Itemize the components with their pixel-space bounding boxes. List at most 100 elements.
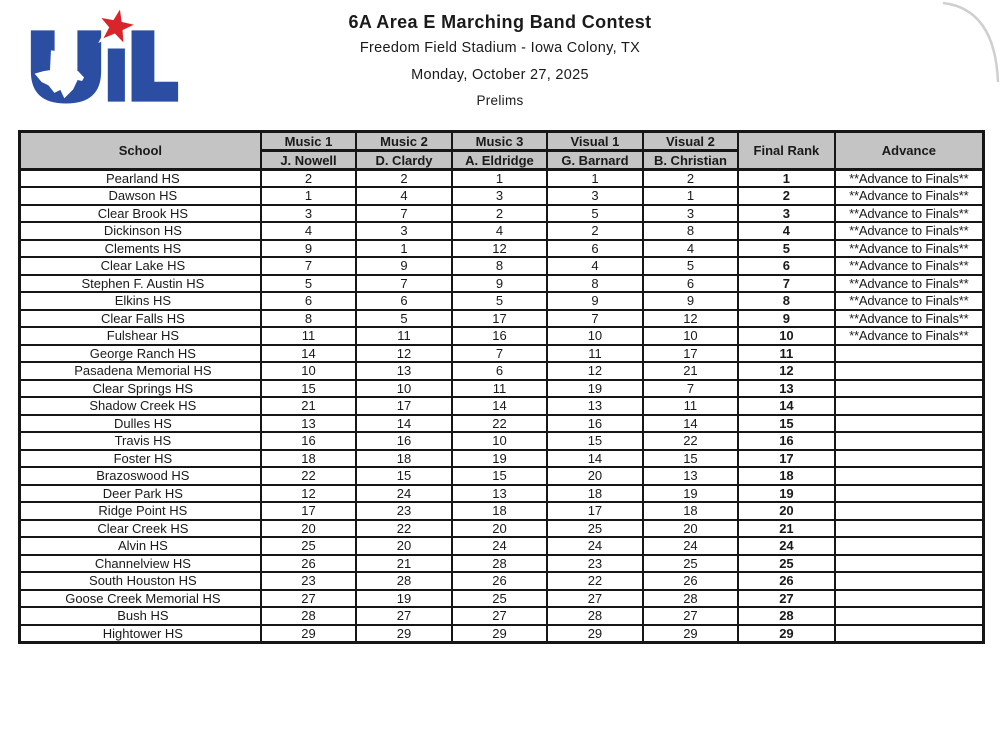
school-name-cell: Channelview HS: [18, 553, 262, 573]
school-name-cell: Travis HS: [18, 431, 262, 451]
score-cell-4: 24: [546, 536, 644, 556]
final-rank-cell: 29: [737, 623, 836, 643]
judge-name-music1: J. Nowell: [259, 149, 358, 171]
advance-cell: [833, 448, 985, 468]
final-rank-cell: 25: [737, 553, 836, 573]
score-cell-4: 29: [546, 623, 644, 643]
final-rank-cell: 8: [737, 291, 836, 311]
score-cell-3: 24: [450, 536, 549, 556]
score-cell-5: 4: [641, 238, 740, 258]
score-cell-3: 2: [450, 203, 549, 223]
score-cell-2: 23: [355, 501, 453, 521]
final-rank-cell: 18: [737, 466, 836, 486]
score-cell-5: 26: [641, 571, 740, 591]
score-cell-1: 5: [259, 273, 358, 293]
final-rank-cell: 19: [737, 483, 836, 503]
score-cell-3: 7: [450, 343, 549, 363]
score-cell-2: 13: [355, 361, 453, 381]
score-cell-3: 17: [450, 308, 549, 328]
school-name-cell: Elkins HS: [18, 291, 262, 311]
advance-cell: **Advance to Finals**: [833, 256, 985, 276]
score-cell-5: 18: [641, 501, 740, 521]
table-row: Travis HS 16 16 10 15 22 16: [18, 431, 985, 451]
final-rank-cell: 27: [737, 588, 836, 608]
table-row: Alvin HS 25 20 24 24 24 24: [18, 536, 985, 556]
score-cell-2: 11: [355, 326, 453, 346]
judge-name-visual2: B. Christian: [641, 149, 740, 171]
score-cell-2: 19: [355, 588, 453, 608]
score-cell-5: 10: [641, 326, 740, 346]
score-cell-3: 16: [450, 326, 549, 346]
table-row: Stephen F. Austin HS 5 7 9 8 6 7 **Advance to F…: [18, 273, 985, 293]
school-name-cell: Clements HS: [18, 238, 262, 258]
school-name-cell: Pasadena Memorial HS: [18, 361, 262, 381]
venue-line: Freedom Field Stadium - Iowa Colony, TX: [359, 40, 641, 56]
score-cell-1: 16: [259, 431, 358, 451]
judge-name-music3: A. Eldridge: [450, 149, 549, 171]
score-cell-3: 15: [450, 466, 549, 486]
score-cell-1: 22: [259, 466, 358, 486]
final-rank-cell: 5: [737, 238, 836, 258]
score-cell-3: 9: [450, 273, 549, 293]
advance-cell: [833, 413, 985, 433]
table-row: Deer Park HS 12 24 13 18 19 19: [18, 483, 985, 503]
score-cell-2: 24: [355, 483, 453, 503]
score-cell-4: 12: [546, 361, 644, 381]
score-cell-5: 25: [641, 553, 740, 573]
score-cell-5: 12: [641, 308, 740, 328]
school-name-cell: Clear Brook HS: [18, 203, 262, 223]
score-cell-2: 9: [355, 256, 453, 276]
school-name-cell: Hightower HS: [18, 623, 262, 643]
score-cell-5: 15: [641, 448, 740, 468]
score-cell-1: 2: [259, 168, 358, 188]
score-cell-1: 1: [259, 186, 358, 206]
final-rank-cell: 12: [737, 361, 836, 381]
score-cell-4: 11: [546, 343, 644, 363]
table-row: South Houston HS 23 28 26 22 26 26: [18, 571, 985, 591]
score-cell-4: 16: [546, 413, 644, 433]
table-row: George Ranch HS 14 12 7 11 17 11: [18, 343, 985, 363]
school-name-cell: Stephen F. Austin HS: [18, 273, 262, 293]
column-header-music3: Music 3: [450, 130, 549, 152]
score-cell-1: 17: [259, 501, 358, 521]
final-rank-cell: 24: [737, 536, 836, 556]
document-heading: 6A Area E Marching Band Contest Freedom …: [0, 12, 1000, 108]
score-cell-5: 29: [641, 623, 740, 643]
table-row: Clear Lake HS 7 9 8 4 5 6 **Advance to Finals**: [18, 256, 985, 276]
score-cell-5: 11: [641, 396, 740, 416]
school-name-cell: Foster HS: [18, 448, 262, 468]
advance-cell: [833, 343, 985, 363]
school-name-cell: South Houston HS: [18, 571, 262, 591]
score-cell-5: 2: [641, 168, 740, 188]
results-table-header: School Music 1 Music 2 Music 3 Visual 1 …: [18, 130, 985, 171]
final-rank-cell: 6: [737, 256, 836, 276]
final-rank-cell: 2: [737, 186, 836, 206]
score-cell-5: 28: [641, 588, 740, 608]
score-cell-3: 14: [450, 396, 549, 416]
school-name-cell: Clear Springs HS: [18, 378, 262, 398]
score-cell-4: 1: [546, 168, 644, 188]
table-row: Dickinson HS 4 3 4 2 8 4 **Advance to Finals**: [18, 221, 985, 241]
school-name-cell: Alvin HS: [18, 536, 262, 556]
advance-cell: **Advance to Finals**: [833, 238, 985, 258]
advance-cell: **Advance to Finals**: [833, 221, 985, 241]
score-cell-4: 13: [546, 396, 644, 416]
judge-name-visual1: G. Barnard: [546, 149, 644, 171]
advance-cell: [833, 361, 985, 381]
score-cell-4: 6: [546, 238, 644, 258]
final-rank-cell: 28: [737, 606, 836, 626]
column-header-music2: Music 2: [355, 130, 453, 152]
advance-cell: [833, 536, 985, 556]
score-cell-3: 22: [450, 413, 549, 433]
score-cell-2: 12: [355, 343, 453, 363]
score-cell-4: 22: [546, 571, 644, 591]
final-rank-cell: 15: [737, 413, 836, 433]
score-cell-4: 27: [546, 588, 644, 608]
score-cell-4: 23: [546, 553, 644, 573]
score-cell-2: 18: [355, 448, 453, 468]
score-cell-2: 1: [355, 238, 453, 258]
final-rank-cell: 10: [737, 326, 836, 346]
advance-cell: **Advance to Finals**: [833, 186, 985, 206]
advance-cell: [833, 588, 985, 608]
